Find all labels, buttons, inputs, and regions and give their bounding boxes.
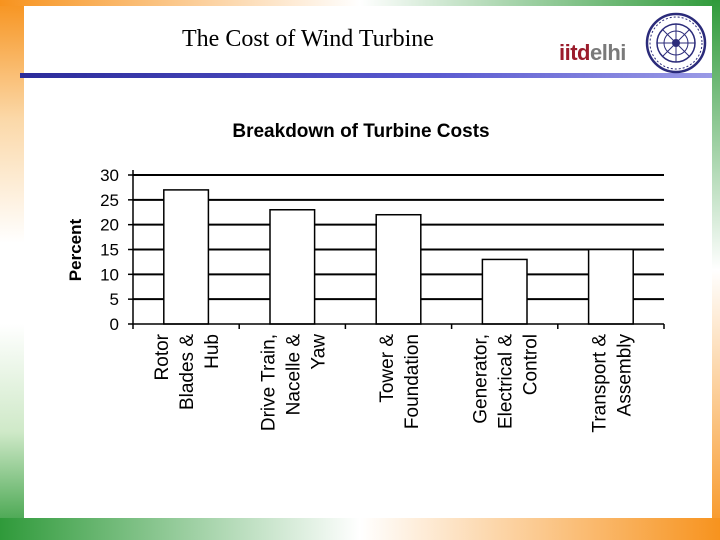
x-category-label-line: Electrical & (496, 334, 517, 429)
title-underline-rule (20, 73, 712, 78)
chart-title: Breakdown of Turbine Costs (232, 121, 489, 142)
axes (128, 170, 665, 329)
bar-5 (587, 248, 634, 325)
x-category-label-line: Tower & (377, 334, 398, 403)
x-category-label-line: Assembly (614, 334, 635, 417)
frame-right-border (712, 0, 720, 540)
y-tick-label: 15 (100, 241, 119, 260)
logo-text-part-b: elhi (590, 40, 626, 65)
bar-2 (269, 209, 316, 325)
x-category-label-line: Nacelle & (283, 334, 304, 416)
x-category-label-line: Drive Train, (258, 334, 279, 431)
x-category-label-line: Yaw (308, 334, 329, 370)
bar-4 (481, 258, 528, 325)
x-category-label-line: Transport & (589, 334, 610, 433)
institution-seal-icon (645, 12, 707, 74)
bars (163, 189, 634, 325)
x-category-label-line: Foundation (402, 334, 423, 429)
x-category-label-2: Drive Train, Nacelle & Yaw (258, 334, 329, 431)
y-tick-label: 10 (100, 265, 119, 284)
x-category-label-line: Hub (202, 334, 223, 369)
bar-3 (375, 213, 422, 325)
x-category-labels: Rotor Blades & Hub Drive Train, Nacelle & Yaw… (152, 333, 635, 432)
y-tick-label: 20 (100, 216, 119, 235)
x-category-label-line: Generator, (471, 334, 492, 424)
y-tick-label: 25 (100, 191, 119, 210)
bar-1 (163, 189, 210, 325)
y-tick-label: 30 (100, 166, 119, 185)
x-category-label-5: Transport & Assembly (589, 334, 635, 433)
logo-text-part-a: iitd (559, 40, 591, 65)
slide-title: The Cost of Wind Turbine (182, 26, 434, 52)
x-category-label-line: Control (521, 334, 542, 395)
y-axis-label: Percent (66, 218, 85, 281)
y-tick-labels: 0 5 10 15 20 25 30 (100, 166, 119, 334)
frame-top-border (0, 0, 720, 6)
institution-logo-text: iitdelhi (559, 40, 626, 66)
y-tick-label: 0 (110, 315, 119, 334)
x-category-label-line: Blades & (177, 334, 198, 410)
x-category-label-4: Generator, Electrical & Control (471, 334, 542, 429)
x-category-label-3: Tower & Foundation (377, 334, 423, 429)
x-category-label-line: Rotor (152, 333, 173, 380)
frame-bottom-border (0, 518, 720, 540)
y-tick-label: 5 (110, 290, 119, 309)
x-category-label-1: Rotor Blades & Hub (152, 333, 223, 410)
